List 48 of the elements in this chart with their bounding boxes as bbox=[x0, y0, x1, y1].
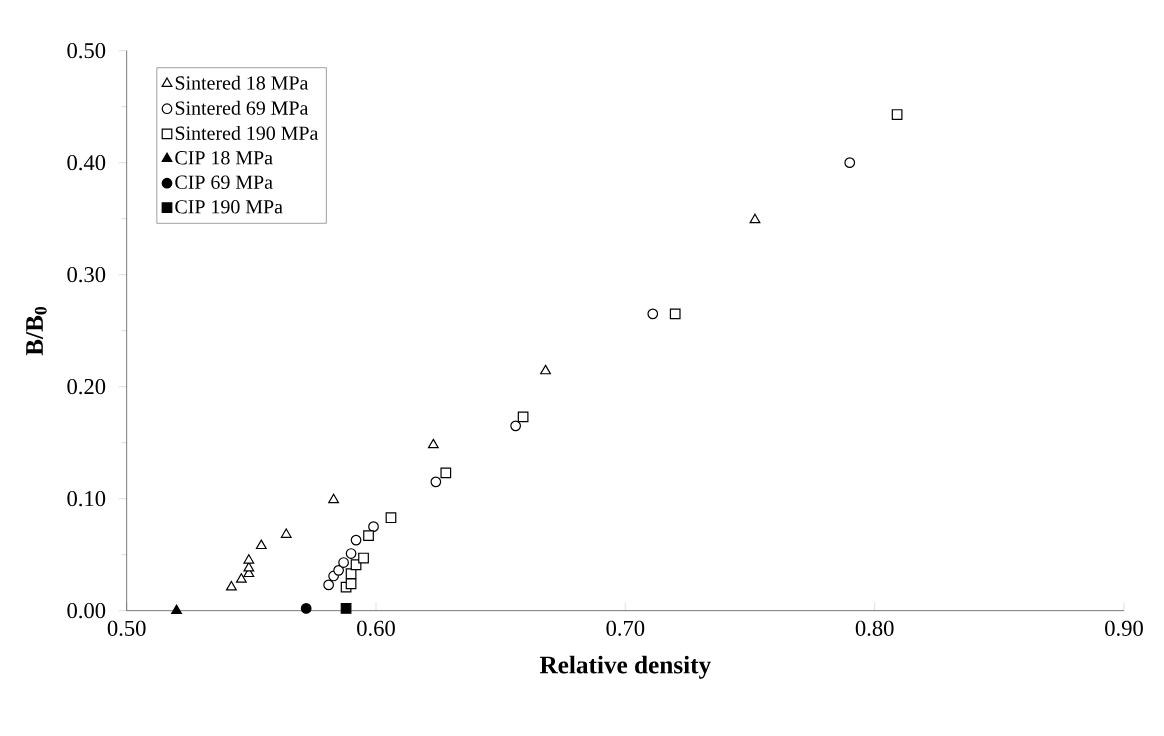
legend-label: CIP 69 MPa bbox=[175, 175, 273, 189]
x-tick-label: 0.50 bbox=[107, 620, 146, 636]
point bbox=[844, 157, 856, 169]
point bbox=[338, 557, 349, 568]
legend-label: Sintered 69 MPa bbox=[175, 100, 309, 115]
point bbox=[891, 109, 903, 120]
legend-label: Sintered 18 MPa bbox=[175, 75, 309, 90]
x-tick-label: 0.60 bbox=[357, 620, 395, 636]
point bbox=[510, 420, 522, 432]
point bbox=[517, 411, 529, 423]
point bbox=[323, 579, 335, 591]
x-axis-title: Relative density bbox=[539, 655, 711, 679]
point bbox=[647, 308, 659, 320]
x-tick-label: 0.90 bbox=[1105, 620, 1143, 636]
y-tick-label: 0.40 bbox=[67, 155, 106, 171]
point bbox=[235, 573, 247, 583]
point bbox=[430, 476, 442, 488]
point bbox=[440, 467, 452, 479]
point bbox=[358, 552, 369, 564]
point bbox=[540, 364, 551, 375]
legend-label: CIP 190 MPa bbox=[175, 200, 283, 214]
point bbox=[255, 539, 267, 550]
point bbox=[350, 534, 362, 546]
point bbox=[328, 493, 340, 504]
point bbox=[385, 512, 397, 524]
point bbox=[243, 554, 255, 564]
y-tick-label: 0.30 bbox=[67, 267, 106, 283]
point bbox=[363, 530, 374, 542]
point bbox=[427, 438, 439, 449]
y-axis-title: B/B$_{0}$ bbox=[26, 306, 47, 356]
point bbox=[280, 528, 292, 538]
y-tick-label: 0.50 bbox=[67, 43, 106, 59]
point bbox=[300, 603, 312, 614]
legend-label: CIP 18 MPa bbox=[175, 151, 273, 165]
point bbox=[171, 604, 182, 615]
point bbox=[345, 548, 357, 559]
x-tick-label: 0.80 bbox=[855, 620, 894, 636]
y-tick-label: 0.10 bbox=[67, 491, 106, 507]
point bbox=[225, 580, 237, 591]
point bbox=[749, 213, 761, 224]
x-tick-label: 0.70 bbox=[606, 620, 645, 636]
y-tick-label: 0.20 bbox=[67, 379, 106, 395]
legend-label: Sintered 190 MPa bbox=[175, 125, 319, 140]
point bbox=[368, 521, 379, 533]
point bbox=[340, 603, 352, 614]
point bbox=[669, 308, 681, 320]
point bbox=[333, 564, 344, 576]
y-tick-label: 0.00 bbox=[67, 603, 106, 619]
